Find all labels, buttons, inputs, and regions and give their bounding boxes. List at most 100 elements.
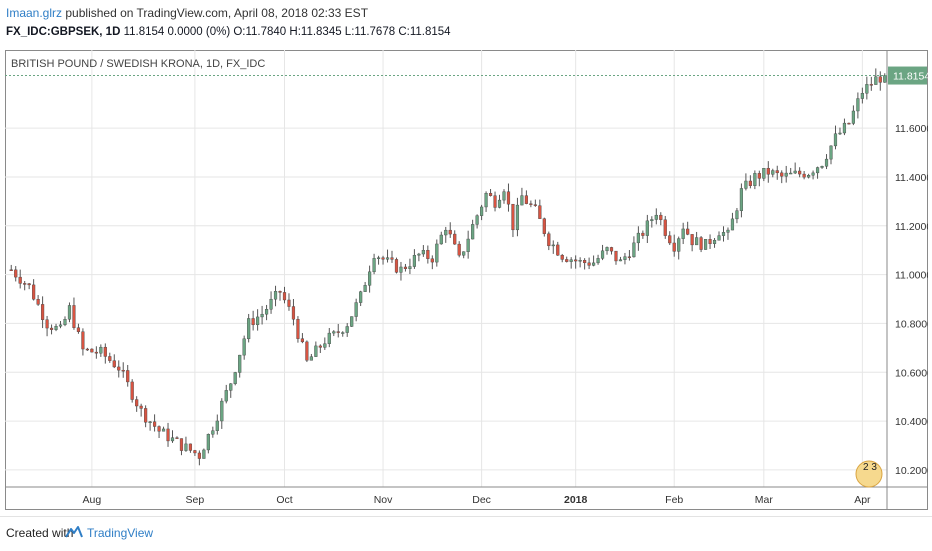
- candle-body: [121, 369, 125, 372]
- candle-body: [408, 266, 412, 269]
- candle-body: [202, 449, 206, 459]
- y-tick-label: 11.0000: [895, 270, 928, 282]
- candle-body: [690, 234, 694, 246]
- candle-body: [412, 254, 416, 267]
- candle-body: [771, 170, 775, 175]
- candle-body: [354, 302, 358, 317]
- candle-body: [596, 258, 600, 264]
- candle-body: [126, 370, 130, 383]
- candle-body: [618, 259, 623, 262]
- y-tick-label: 11.2000: [895, 221, 928, 233]
- candle-body: [309, 356, 313, 361]
- candle-body: [103, 346, 107, 357]
- candle-body: [94, 351, 98, 354]
- candle-body: [242, 338, 246, 356]
- candle-body: [842, 122, 847, 134]
- candle-body: [345, 326, 349, 333]
- candle-body: [820, 166, 824, 168]
- candle-body: [152, 421, 157, 427]
- candle-body: [9, 269, 13, 271]
- chart-frame: [5, 50, 928, 510]
- candle-body: [744, 180, 748, 189]
- candle-body: [394, 259, 399, 273]
- candle-body: [220, 400, 224, 422]
- candle-body: [278, 291, 282, 293]
- candle-body: [336, 331, 340, 333]
- candle-body: [363, 285, 367, 292]
- candle-body: [260, 313, 264, 318]
- tradingview-link[interactable]: TradingView: [87, 526, 154, 540]
- events-badge-icon[interactable]: 2 3: [855, 460, 883, 488]
- candle-body: [224, 390, 228, 402]
- candle-body: [350, 316, 354, 327]
- candles: [9, 68, 887, 466]
- candle-body: [529, 203, 533, 205]
- candle-body: [117, 366, 121, 371]
- candle-body: [273, 291, 278, 300]
- candle-body: [49, 327, 54, 330]
- candle-body: [72, 305, 76, 328]
- candle-body: [439, 234, 443, 245]
- candle-body: [556, 244, 560, 256]
- y-tick-label: 10.8000: [895, 318, 928, 330]
- candle-body: [493, 195, 497, 208]
- candle-body: [578, 260, 582, 262]
- candle-body: [385, 257, 390, 260]
- candle-body: [161, 428, 166, 432]
- candle-body: [695, 237, 699, 246]
- candle-body: [681, 228, 685, 239]
- candle-body: [300, 338, 305, 343]
- candle-body: [211, 430, 215, 435]
- candle-body: [193, 450, 197, 454]
- candle-body: [269, 298, 273, 310]
- candle-body: [668, 235, 672, 244]
- candle-body: [157, 426, 161, 432]
- candle-body: [453, 233, 457, 245]
- candle-body: [488, 192, 493, 196]
- events-badge-count: 2 3: [863, 462, 877, 473]
- candle-body: [739, 188, 744, 211]
- candle-body: [735, 210, 739, 220]
- candle-body: [471, 224, 475, 240]
- candle-body: [166, 428, 170, 442]
- chart-title: BRITISH POUND / SWEDISH KRONA, 1D, FX_ID…: [11, 58, 265, 70]
- candle-body: [170, 437, 175, 442]
- candle-body: [238, 354, 242, 373]
- candle-body: [381, 257, 385, 260]
- candle-body: [148, 421, 152, 424]
- candle-body: [506, 191, 511, 205]
- candle-body: [318, 345, 322, 348]
- candle-body: [712, 239, 717, 244]
- candle-body: [623, 256, 627, 260]
- candle-body: [403, 266, 408, 269]
- candle-body: [372, 258, 376, 273]
- candlestick-chart[interactable]: 11.6000 11.4000 11.2000 11.0000 10.8000 10.60…: [5, 50, 928, 510]
- candle-body: [90, 348, 94, 353]
- candle-body: [609, 247, 614, 252]
- candle-body: [135, 399, 139, 407]
- y-tick-label: 10.2000: [895, 465, 928, 477]
- y-tick-label: 11.4000: [895, 172, 928, 184]
- candle-body: [780, 172, 784, 177]
- candle-body: [587, 262, 591, 266]
- footer: Created with TradingView: [0, 516, 932, 551]
- author-link[interactable]: Imaan.glrz: [6, 6, 63, 20]
- candle-body: [41, 304, 45, 320]
- candle-body: [650, 219, 654, 222]
- candle-body: [323, 343, 327, 348]
- candle-body: [58, 324, 63, 327]
- candle-body: [305, 341, 309, 361]
- candle-body: [27, 283, 31, 286]
- candle-body: [251, 318, 255, 326]
- candle-body: [448, 229, 452, 235]
- candle-body: [247, 318, 251, 340]
- x-tick-label: Dec: [472, 494, 491, 506]
- candle-body: [663, 219, 667, 236]
- candle-body: [757, 173, 761, 179]
- tradingview-logo-icon[interactable]: [65, 525, 83, 541]
- candle-body: [520, 195, 524, 206]
- candle-body: [874, 76, 878, 85]
- candle-body: [81, 331, 85, 350]
- candle-body: [76, 327, 81, 332]
- candle-body: [359, 291, 363, 303]
